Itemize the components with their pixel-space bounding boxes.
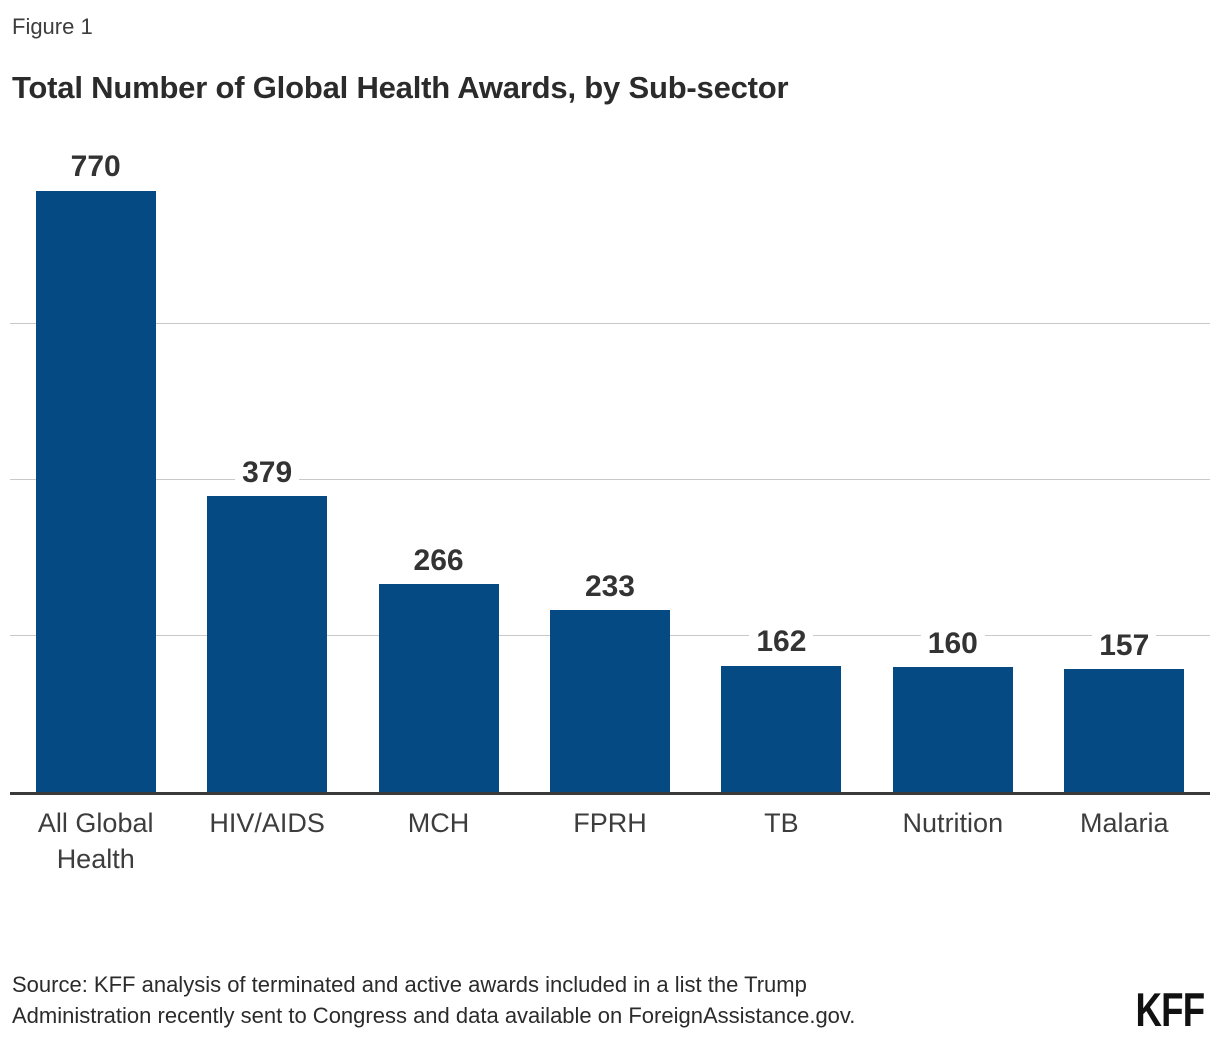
bar-slot: 162 <box>696 144 867 792</box>
x-axis-label-mch: MCH <box>407 808 470 838</box>
source-line-2: Administration recently sent to Congress… <box>12 1003 856 1029</box>
chart-plot-area: 770 379 266 233 162 160 157 <box>10 144 1210 795</box>
bar-slot: 157 <box>1039 144 1210 792</box>
x-axis-label-fprh: FPRH <box>573 808 647 838</box>
bar-slot: 266 <box>353 144 524 792</box>
bar-slot: 770 <box>10 144 181 792</box>
bar-fprh <box>549 610 670 792</box>
bar-hiv-aids <box>207 496 328 792</box>
bar-value-label: 160 <box>920 626 985 662</box>
source-note: Source: KFF analysis of terminated and a… <box>12 969 855 1031</box>
x-axis-label-hiv-aids: HIV/AIDS <box>209 808 325 838</box>
source-line-1: Source: KFF analysis of terminated and a… <box>12 972 807 997</box>
x-axis-label-tb: TB <box>764 808 799 838</box>
bar-tb <box>721 665 842 792</box>
bar-slot: 379 <box>181 144 352 792</box>
bar-value-label: 162 <box>749 625 814 660</box>
bar-value-label: 233 <box>577 569 642 605</box>
gridline-600 <box>10 322 1210 324</box>
bar-slot: 160 <box>867 144 1038 792</box>
bar-value-label: 266 <box>406 543 471 579</box>
bar-value-label: 379 <box>235 455 300 491</box>
bar-value-label: 157 <box>1092 628 1157 664</box>
x-axis-labels: All Global Health HIV/AIDS MCH FPRH TB Nutrit… <box>10 806 1210 877</box>
gridline-400 <box>10 478 1210 480</box>
x-axis-label-all-global-health: All Global Health <box>37 808 154 874</box>
bar-all-global-health <box>35 190 156 792</box>
bar-malaria <box>1064 669 1185 792</box>
x-axis-label-malaria: Malaria <box>1079 808 1169 838</box>
kff-logo: KFF <box>1135 983 1205 1036</box>
bar-mch <box>378 584 499 792</box>
figure-number-label: Figure 1 <box>12 14 93 39</box>
bar-value-label: 770 <box>63 150 128 185</box>
chart-title: Total Number of Global Health Awards, by… <box>12 70 789 105</box>
bars-layer: 770 379 266 233 162 160 157 <box>10 144 1210 792</box>
bar-nutrition <box>892 667 1013 792</box>
x-axis-label-nutrition: Nutrition <box>902 808 1004 838</box>
bar-slot: 233 <box>524 144 695 792</box>
